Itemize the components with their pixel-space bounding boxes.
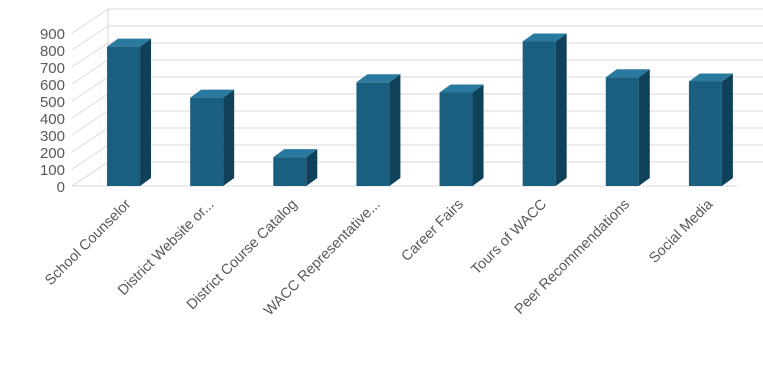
bar-top-face [688, 73, 733, 82]
bar-side-face [721, 73, 733, 186]
bar [356, 74, 401, 186]
bar-front-face [190, 97, 224, 186]
bar-front-face [522, 41, 556, 186]
gridline-depth [71, 42, 109, 68]
x-category-label: School Counselor [42, 196, 134, 288]
bar-top-face [439, 84, 484, 93]
bar-top-face [190, 89, 235, 98]
bar-side-face [472, 84, 484, 186]
bar-side-face [389, 74, 401, 186]
bar [439, 84, 484, 186]
bar-top-face [107, 38, 152, 47]
bar [522, 33, 567, 186]
bar [273, 149, 318, 186]
gridline-depth [71, 59, 109, 85]
y-tick-label: 200 [40, 145, 65, 162]
bar [107, 38, 152, 186]
gridline-depth [71, 127, 109, 153]
y-tick-label: 800 [40, 43, 65, 60]
y-tick-label: 900 [40, 26, 65, 43]
bar-front-face [605, 77, 639, 186]
bar-side-face [555, 33, 567, 186]
gridline-depth [71, 144, 109, 170]
y-tick-label: 500 [40, 94, 65, 111]
x-category-label: Social Media [646, 196, 717, 267]
bar [190, 89, 235, 186]
bar-top-face [522, 33, 567, 42]
x-category-label: Tours of WACC [468, 197, 550, 279]
gridline-depth [71, 161, 109, 187]
bar [688, 73, 733, 186]
gridline-depth [71, 93, 109, 119]
bar-top-face [273, 149, 318, 158]
gridline-depth [71, 110, 109, 136]
y-tick-label: 600 [40, 77, 65, 94]
bars [107, 33, 733, 186]
y-tick-label: 100 [40, 162, 65, 179]
x-category-label: Career Fairs [399, 197, 467, 265]
bar-side-face [306, 149, 318, 186]
y-tick-label: 0 [57, 179, 65, 196]
gridline-depth [71, 25, 109, 51]
gridline-depth [71, 76, 109, 102]
y-tick-label: 700 [40, 60, 65, 77]
bar-front-face [688, 81, 722, 186]
bar-front-face [439, 92, 473, 186]
bar [605, 69, 650, 186]
y-tick-label: 300 [40, 128, 65, 145]
bar-top-face [605, 69, 650, 78]
bar-side-face [638, 69, 650, 186]
bar-side-face [223, 89, 235, 186]
bar-front-face [273, 157, 307, 186]
bar-front-face [107, 46, 141, 186]
gridlines [71, 8, 763, 187]
bar-front-face [356, 82, 390, 186]
y-tick-label: 400 [40, 111, 65, 128]
gridline-depth [71, 8, 109, 34]
bar-side-face [140, 38, 152, 186]
bar-top-face [356, 74, 401, 83]
